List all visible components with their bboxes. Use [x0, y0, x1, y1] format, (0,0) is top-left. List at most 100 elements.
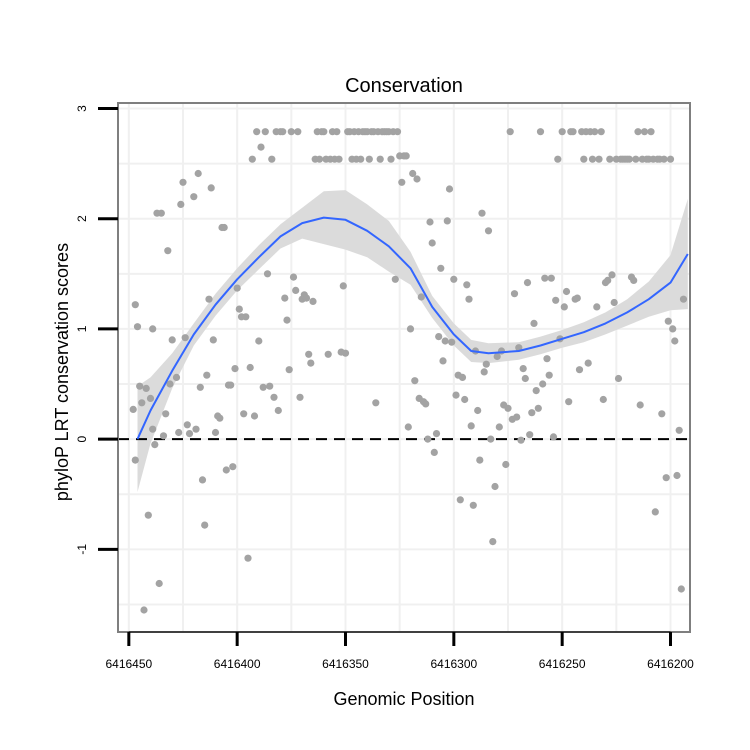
data-point: [651, 508, 659, 516]
data-point: [536, 128, 545, 136]
data-point: [302, 294, 311, 302]
data-point: [365, 155, 373, 163]
score-points: [129, 128, 688, 614]
data-point: [458, 373, 467, 381]
data-point: [207, 184, 215, 192]
data-point: [443, 217, 451, 225]
data-point: [532, 387, 540, 395]
data-point: [296, 393, 304, 401]
data-point: [469, 501, 477, 509]
data-point: [250, 412, 259, 420]
data-point: [593, 303, 601, 311]
data-point: [136, 382, 144, 390]
data-point: [480, 368, 488, 376]
data-point: [181, 334, 189, 342]
data-point: [640, 128, 649, 136]
data-point: [660, 155, 668, 163]
smooth-line: [136, 216, 689, 440]
data-point: [539, 380, 547, 388]
data-point: [636, 401, 644, 409]
data-point: [523, 279, 532, 287]
data-point: [526, 431, 534, 439]
data-point: [560, 303, 568, 311]
data-point: [573, 294, 581, 302]
data-point: [506, 128, 514, 136]
data-point: [255, 337, 263, 345]
data-point: [528, 409, 536, 417]
data-point: [274, 406, 282, 415]
confidence-band: [137, 190, 688, 492]
data-point: [430, 448, 438, 456]
data-point: [292, 286, 300, 294]
data-point: [194, 169, 202, 178]
data-point: [220, 223, 228, 232]
data-point: [413, 175, 421, 183]
data-point: [417, 293, 425, 301]
data-point: [131, 456, 139, 464]
data-point: [608, 271, 616, 279]
data-point: [519, 365, 527, 373]
data-point: [428, 239, 436, 247]
data-point: [305, 350, 313, 358]
data-point: [541, 274, 549, 282]
data-point: [632, 155, 640, 163]
data-point: [205, 295, 213, 303]
data-point: [426, 218, 434, 226]
data-point: [461, 395, 469, 404]
data-point: [437, 264, 445, 272]
data-point: [333, 128, 341, 136]
data-point: [452, 391, 460, 399]
data-point: [172, 373, 181, 381]
data-point: [597, 128, 605, 136]
data-point: [662, 474, 670, 482]
data-point: [387, 155, 395, 163]
y-axis-title: phyloP LRT conservation scores: [52, 243, 72, 501]
data-point: [671, 337, 679, 345]
data-point: [235, 305, 243, 313]
data-point: [376, 155, 384, 163]
chart-title: Conservation: [345, 75, 463, 97]
data-point: [467, 422, 475, 430]
data-point: [456, 496, 464, 504]
data-point: [406, 325, 415, 333]
data-point: [142, 384, 150, 392]
data-point: [175, 428, 183, 437]
data-point: [281, 294, 289, 302]
data-point: [203, 371, 211, 379]
data-point: [432, 430, 441, 438]
data-point: [673, 471, 681, 480]
data-point: [149, 425, 157, 433]
data-point: [504, 404, 512, 412]
data-point: [450, 275, 458, 283]
data-point: [285, 366, 293, 374]
data-point: [669, 325, 677, 333]
data-point: [138, 399, 146, 407]
data-point: [133, 323, 142, 331]
y-tick-label: 0: [75, 435, 89, 442]
data-point: [664, 317, 672, 325]
x-tick-label: 6416200: [647, 657, 694, 671]
data-point: [196, 383, 204, 391]
data-point: [129, 405, 137, 413]
data-point: [168, 336, 176, 344]
data-point: [211, 428, 220, 437]
data-point: [476, 456, 484, 464]
y-tick-label: 1: [75, 325, 89, 332]
data-point: [259, 383, 267, 391]
data-point: [155, 579, 163, 588]
data-point: [441, 337, 449, 345]
data-point: [675, 426, 683, 434]
data-point: [424, 435, 432, 443]
data-point: [491, 482, 499, 491]
axes: 6416450 6416400 6416350 6416300 6416250 64162…: [75, 105, 694, 671]
data-point: [266, 382, 274, 390]
data-point: [599, 395, 607, 404]
smooth-trend: [136, 216, 689, 440]
data-point: [530, 319, 538, 327]
data-point: [198, 476, 207, 484]
data-point: [610, 298, 618, 307]
data-point: [248, 155, 256, 163]
data-point: [679, 295, 688, 303]
data-point: [482, 360, 490, 368]
data-point: [185, 430, 194, 438]
